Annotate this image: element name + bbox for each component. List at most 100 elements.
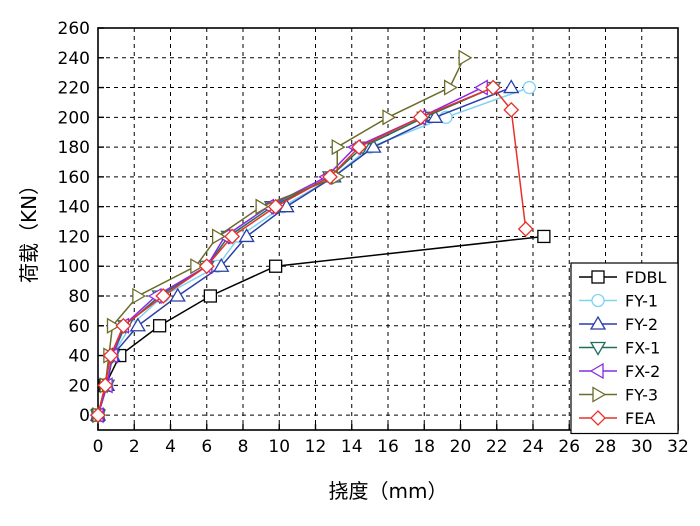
legend-item-fea: FEA [579, 409, 655, 428]
x-tick-label: 16 [377, 437, 399, 457]
series-fx-1 [89, 81, 502, 424]
legend-label-fy-3: FY-3 [625, 386, 658, 405]
y-tick-label: 200 [58, 108, 90, 128]
x-tick-label: 12 [305, 437, 327, 457]
data-point-fea [155, 288, 172, 304]
series-fx-2 [89, 79, 488, 424]
data-point-fea [90, 407, 106, 424]
data-point-fy-2 [169, 287, 186, 302]
y-tick-label: 60 [68, 317, 90, 337]
series-layer [89, 49, 551, 424]
series-fy-1 [91, 80, 537, 422]
legend-item-fy-2: FY-2 [579, 315, 658, 334]
data-point-fy-3 [458, 49, 473, 66]
data-point-fea [267, 198, 284, 215]
data-point-fy-3 [190, 258, 205, 275]
legend-marker-fy-3 [592, 386, 607, 403]
x-tick-label: 14 [341, 437, 363, 457]
data-point-fdbl [268, 259, 283, 273]
legend-label-fx-1: FX-1 [625, 339, 660, 358]
legend-label-fea: FEA [625, 409, 655, 428]
y-tick-label: 40 [68, 347, 90, 367]
y-tick-label: 240 [58, 49, 90, 69]
data-point-fdbl [152, 319, 167, 333]
legend-marker-fx-1 [589, 341, 607, 356]
legend-marker-fx-2 [589, 362, 604, 380]
data-point-fy-1 [522, 80, 537, 95]
data-point-fy-2 [213, 257, 230, 272]
y-tick-label: 140 [58, 198, 90, 218]
y-tick-label: 260 [58, 19, 90, 39]
series-line-fy-3 [97, 57, 465, 416]
legend-label-fdbl: FDBL [625, 268, 667, 287]
data-point-fea [115, 317, 132, 334]
data-point-fy-2 [365, 138, 382, 153]
legend-label-fy-1: FY-1 [625, 292, 658, 311]
y-tick-label: 220 [58, 79, 90, 99]
data-point-fy-3 [106, 317, 121, 334]
series-line-fy-1 [97, 86, 530, 416]
x-tick-label: 26 [558, 437, 580, 457]
y-tick-label: 100 [58, 257, 90, 277]
y-tick-label: 160 [58, 168, 90, 188]
legend-item-fx-2: FX-2 [579, 362, 660, 381]
y-tick-label: 0 [79, 406, 90, 426]
data-point-fea [198, 258, 215, 275]
legend-label-fx-2: FX-2 [625, 362, 660, 381]
legend-marker-fdbl [591, 270, 605, 284]
data-point-fea [517, 221, 534, 237]
data-point-fy-2 [129, 317, 147, 332]
series-line-fy-2 [97, 86, 512, 416]
axis-ticks: 0 2 4 6 8 10 12 14 16 18 20 22 24 26 28 30 3202040608010… [58, 19, 689, 457]
series-line-fea [97, 86, 527, 416]
x-tick-label: 10 [268, 437, 290, 457]
legend-item-fdbl: FDBL [579, 268, 667, 287]
legend-item-fy-1: FY-1 [579, 292, 658, 311]
x-tick-label: 32 [667, 437, 689, 457]
y-axis-title: 荷载（KN） [17, 175, 41, 283]
data-point-fy-2 [503, 79, 520, 94]
data-point-fea [351, 139, 367, 156]
x-tick-label: 28 [595, 437, 617, 457]
data-point-fea [503, 101, 520, 118]
x-tick-label: 18 [413, 437, 435, 457]
series-fea [90, 79, 534, 424]
legend-label-fy-2: FY-2 [625, 315, 658, 334]
data-point-fea [412, 109, 429, 126]
x-tick-label: 24 [522, 437, 544, 457]
data-point-fy-3 [331, 138, 346, 156]
legend-item-fy-3: FY-3 [579, 386, 658, 405]
data-point-fea [322, 168, 338, 185]
x-tick-label: 0 [93, 437, 104, 457]
series-fdbl [91, 229, 551, 422]
legend-marker-fy-2 [589, 315, 607, 330]
legend-item-fx-1: FX-1 [579, 339, 660, 358]
data-point-fea [224, 228, 241, 245]
data-point-fy-3 [382, 109, 397, 126]
x-tick-label: 4 [165, 437, 176, 457]
x-tick-label: 30 [631, 437, 653, 457]
data-point-fy-3 [132, 287, 147, 305]
data-point-fea [97, 377, 114, 394]
data-point-fy-3 [211, 228, 226, 245]
series-line-fx-1 [97, 86, 494, 416]
legend: FDBL FY-1 FY-2 FX-1 FX-2 FY-3 FEA [570, 262, 679, 435]
x-tick-label: 6 [201, 437, 212, 457]
y-tick-label: 180 [58, 138, 90, 158]
y-tick-label: 80 [68, 287, 90, 307]
y-tick-label: 120 [58, 227, 90, 247]
data-point-fy-2 [278, 198, 295, 213]
x-tick-label: 2 [129, 437, 140, 457]
data-point-fdbl [203, 289, 218, 303]
data-point-fdbl [537, 229, 551, 244]
data-point-fy-2 [238, 228, 255, 243]
data-point-fea [485, 79, 502, 96]
series-fy-2 [89, 79, 520, 421]
legend-marker-fea [590, 410, 606, 426]
data-point-fy-2 [426, 109, 444, 123]
x-tick-label: 22 [486, 437, 508, 457]
x-tick-label: 20 [450, 437, 472, 457]
data-point-fy-3 [255, 198, 270, 215]
y-tick-label: 20 [68, 376, 90, 396]
